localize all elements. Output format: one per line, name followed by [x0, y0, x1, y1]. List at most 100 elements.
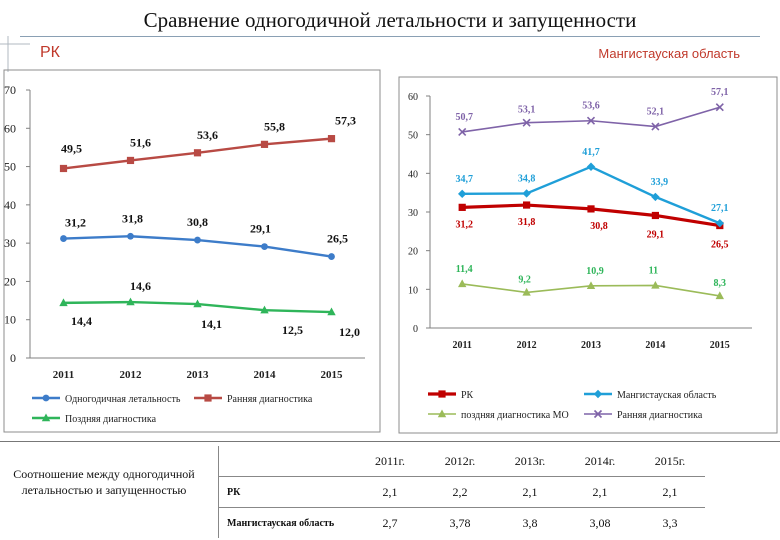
data-label: 11: [649, 265, 658, 276]
data-label: 26,5: [711, 240, 729, 251]
data-point: [42, 394, 50, 402]
data-point: [126, 156, 135, 165]
data-label: 14,4: [71, 314, 92, 328]
ratio-table: 2011г. 2012г. 2013г. 2014г. 2015г. РК 2,…: [218, 446, 705, 538]
page-title: Сравнение одногодичной летальности и зап…: [143, 8, 637, 32]
data-point: [522, 287, 531, 296]
right-chart-label: Мангистауская область: [598, 46, 740, 61]
table-header-cell: 2012г.: [444, 453, 476, 468]
left-chart-label: РК: [40, 44, 60, 61]
y-tick-label: 70: [4, 83, 16, 97]
data-label: 26,5: [327, 232, 348, 246]
legend-entry: РК: [428, 390, 474, 401]
table-cell: 2,1: [635, 476, 705, 508]
legend-entry: Мангистауская область: [584, 389, 717, 401]
x-tick-label: 2013: [187, 369, 210, 381]
data-point: [327, 135, 336, 143]
table-row: РК 2,1 2,2 2,1 2,1 2,1: [218, 476, 705, 508]
table-header-cell: 2011г.: [374, 453, 406, 468]
data-label: 12,0: [339, 325, 360, 339]
legend-label: Ранняя диагностика: [227, 394, 313, 405]
data-label: 31,2: [65, 216, 86, 230]
x-tick-label: 2012: [517, 340, 537, 351]
series-line: [462, 165, 721, 225]
data-point: [715, 103, 724, 112]
data-point: [126, 297, 135, 306]
data-label: 14,6: [130, 279, 151, 293]
data-point: [651, 122, 660, 131]
table-cell: 2,1: [355, 476, 425, 508]
data-point: [715, 291, 724, 300]
chart-frame: [3, 69, 381, 433]
data-point: [651, 211, 659, 220]
table-header-cell: 2013г.: [514, 453, 546, 468]
data-point: [651, 192, 660, 202]
table-cell: 2,2: [425, 476, 495, 508]
x-tick-label: 2014: [645, 340, 665, 351]
data-point: [437, 409, 447, 418]
data-label: 27,1: [711, 203, 729, 214]
y-tick-label: 40: [4, 198, 16, 212]
series-1: 31,2 31,8 30,8 29,1 26,5: [60, 211, 348, 260]
legend-label: Одногодичная летальность: [65, 394, 181, 405]
table-cell: 2,1: [565, 476, 635, 508]
data-point: [194, 236, 201, 244]
data-label: 31,8: [122, 211, 143, 225]
table-header-cell: 2014г.: [584, 453, 616, 468]
data-label: 11,4: [456, 264, 473, 275]
legend-label: Мангистауская область: [617, 390, 717, 401]
y-tick-label: 20: [4, 274, 16, 288]
y-tick-label: 30: [408, 208, 418, 219]
data-label: 41,7: [582, 147, 600, 158]
table-cell: 3,08: [565, 507, 635, 538]
data-point: [586, 162, 596, 171]
data-point: [327, 307, 336, 316]
data-point: [127, 232, 134, 240]
data-point: [59, 164, 68, 173]
data-label: 50,7: [455, 112, 473, 123]
table-row: Мангистауская область 2,7 3,78 3,8 3,08 …: [218, 507, 705, 538]
data-label: 9,2: [518, 274, 531, 285]
chart-frame: [398, 76, 778, 434]
table-caption: Соотношение между одногодичной летальнос…: [13, 467, 195, 497]
data-point: [522, 118, 531, 127]
legend-entry: Ранняя диагностика: [584, 409, 703, 421]
data-label: 14,1: [201, 317, 222, 331]
data-point: [193, 299, 202, 308]
table-row-label: РК: [218, 476, 355, 508]
table-cell: 2,7: [355, 507, 425, 538]
data-point: [522, 189, 531, 198]
data-label: 57,3: [335, 114, 356, 128]
data-label: 29,1: [250, 222, 271, 236]
x-tick-label: 2014: [254, 369, 277, 381]
data-label: 57,1: [711, 87, 729, 98]
y-tick-label: 0: [413, 324, 418, 335]
data-label: 12,5: [282, 323, 303, 337]
data-label: 8,3: [714, 278, 727, 289]
series-2: 49,5 51,6 53,6 55,8 57,3: [59, 114, 356, 173]
data-label: 53,6: [582, 101, 600, 112]
data-label: 53,1: [518, 105, 536, 116]
data-point: [260, 140, 269, 148]
data-label: 52,1: [647, 107, 665, 118]
series-3: 14,4 14,6 14,1 12,5 12,0: [59, 279, 360, 339]
data-point: [586, 281, 596, 290]
left-line-chart: 0 10 20 30 40 50 60 70 2011 2012 2013 2014 2015 31,2…: [3, 69, 381, 433]
data-point: [587, 205, 595, 213]
data-label: 31,8: [518, 217, 536, 228]
data-point: [60, 235, 67, 242]
table-row-label: Мангистауская область: [218, 507, 355, 538]
data-point: [651, 280, 660, 289]
data-point: [328, 253, 335, 260]
legend-entry: поздняя диагностика МО: [428, 409, 569, 421]
series-4: 50,7 53,1 53,6 52,1 57,1: [455, 87, 729, 137]
data-label: 34,7: [455, 174, 473, 185]
y-tick-label: 40: [408, 169, 418, 180]
data-point: [586, 116, 596, 125]
title-divider: [20, 36, 760, 37]
data-label: 51,6: [130, 135, 151, 149]
section-divider: [0, 441, 780, 442]
data-point: [593, 409, 603, 419]
y-tick-label: 60: [4, 121, 16, 135]
